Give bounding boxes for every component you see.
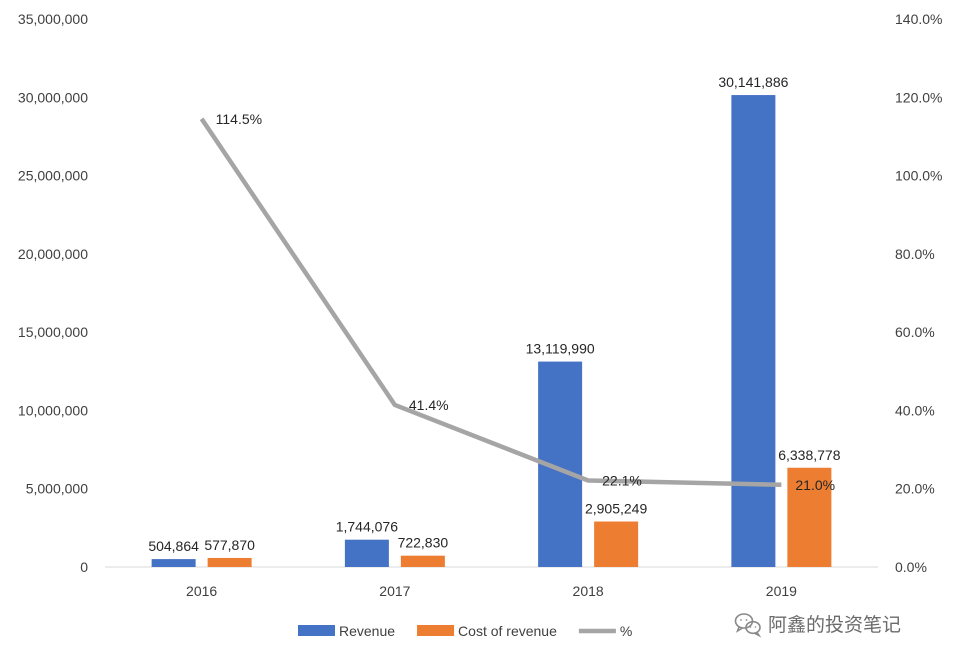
wechat-icon (734, 613, 762, 638)
left-tick-label: 5,000,000 (26, 481, 88, 497)
left-tick-label: 0 (80, 559, 88, 575)
cost-of-revenue-bar (207, 557, 252, 567)
legend-swatch (298, 625, 335, 636)
percent-line (199, 117, 782, 488)
revenue-bar (731, 95, 776, 568)
legend-label: % (620, 623, 632, 639)
legend-swatch (417, 625, 455, 636)
right-tick-label: 120.0% (895, 89, 942, 105)
revenue-bar (151, 559, 196, 567)
revenue-data-label: 13,119,990 (526, 341, 595, 357)
cost-of-revenue-bar (400, 555, 445, 567)
right-tick-label: 20.0% (895, 481, 935, 497)
percent-data-label: 22.1% (602, 472, 642, 488)
percent-data-label: 21.0% (795, 477, 835, 493)
legend-label: Revenue (339, 623, 395, 639)
right-tick-label: 40.0% (895, 402, 935, 418)
cost-of-revenue-data-label: 722,830 (398, 535, 449, 551)
percent-data-label: 41.4% (409, 397, 449, 413)
bar-series (151, 95, 832, 568)
right-tick-label: 100.0% (895, 168, 942, 184)
line-series (199, 117, 782, 488)
right-tick-label: 140.0% (895, 11, 942, 27)
revenue-bar (344, 539, 389, 567)
left-tick-label: 35,000,000 (18, 11, 88, 27)
legend-label: Cost of revenue (458, 623, 557, 639)
left-tick-label: 10,000,000 (18, 402, 88, 418)
x-tick-label: 2018 (573, 583, 604, 599)
revenue-data-label: 504,864 (148, 538, 199, 554)
x-axis: 2016 2017 2018 2019 (186, 583, 797, 599)
left-axis: 0 5,000,000 10,000,000 15,000,000 20,000,000… (18, 11, 88, 575)
left-tick-label: 20,000,000 (18, 246, 88, 262)
x-tick-label: 2017 (379, 583, 410, 599)
revenue-data-label: 30,141,886 (718, 74, 788, 90)
cost-of-revenue-bar (594, 521, 639, 567)
cost-of-revenue-data-label: 577,870 (204, 537, 255, 553)
right-axis: 0.0% 20.0% 40.0% 60.0% 80.0% 100.0% 120.0% 140.… (895, 11, 942, 575)
right-tick-label: 0.0% (895, 559, 927, 575)
x-tick-label: 2016 (186, 583, 217, 599)
cost-of-revenue-data-label: 2,905,249 (585, 501, 647, 517)
cost-of-revenue-bar (787, 467, 832, 567)
legend: Revenue Cost of revenue% (298, 623, 632, 639)
left-tick-label: 15,000,000 (18, 324, 88, 340)
right-tick-label: 60.0% (895, 324, 935, 340)
x-tick-label: 2019 (766, 583, 797, 599)
revenue-data-label: 1,744,076 (336, 519, 398, 535)
left-tick-label: 25,000,000 (18, 168, 88, 184)
cost-of-revenue-data-label: 6,338,778 (778, 447, 840, 463)
right-tick-label: 80.0% (895, 246, 935, 262)
watermark: 阿鑫的投资笔记 (734, 613, 901, 638)
percent-data-label: 114.5% (216, 111, 262, 127)
left-tick-label: 30,000,000 (18, 89, 88, 105)
watermark-text: 阿鑫的投资笔记 (768, 614, 901, 636)
